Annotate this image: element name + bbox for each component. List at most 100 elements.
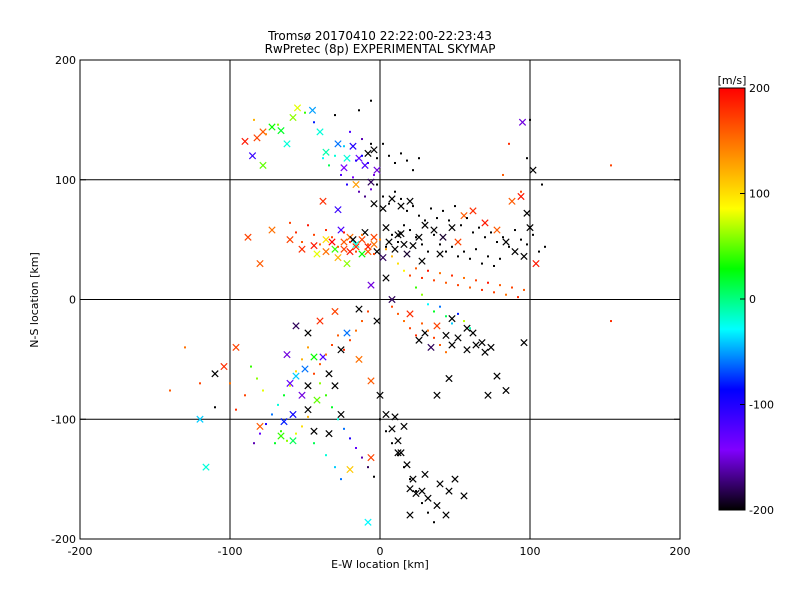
dot-marker xyxy=(385,248,387,251)
cross-marker xyxy=(241,137,249,146)
cross-marker xyxy=(367,281,375,289)
dot-marker xyxy=(184,346,186,349)
cross-marker xyxy=(343,259,351,268)
colorbar-tick-label: 200 xyxy=(749,82,770,95)
dot-marker xyxy=(385,430,387,433)
dot-marker xyxy=(343,145,345,148)
dot-marker xyxy=(391,442,393,445)
cross-marker xyxy=(406,197,414,205)
cross-marker xyxy=(292,372,300,380)
cross-marker xyxy=(379,253,387,262)
dot-marker xyxy=(301,241,303,244)
cross-marker xyxy=(373,166,381,174)
dot-marker xyxy=(289,384,291,387)
cross-marker xyxy=(340,164,348,172)
dot-marker xyxy=(322,157,324,160)
cross-marker xyxy=(286,236,294,244)
cross-marker xyxy=(268,123,276,131)
dot-marker xyxy=(400,197,402,200)
dot-marker xyxy=(349,130,351,133)
dot-marker xyxy=(346,183,348,186)
cross-marker xyxy=(523,209,531,217)
cross-marker xyxy=(325,370,333,378)
dot-marker xyxy=(340,478,342,481)
cross-marker xyxy=(376,391,384,399)
dot-marker xyxy=(475,248,477,251)
cross-marker xyxy=(337,410,345,419)
dot-marker xyxy=(286,439,288,442)
cross-marker xyxy=(406,511,414,519)
dot-marker xyxy=(433,233,435,236)
cross-marker xyxy=(448,224,456,232)
cross-marker xyxy=(268,226,276,234)
dot-marker xyxy=(457,312,459,315)
dot-marker xyxy=(451,245,453,248)
cross-marker xyxy=(493,372,501,380)
cross-marker xyxy=(367,453,375,462)
dot-marker xyxy=(259,432,261,435)
colorbar-tick-label: 0 xyxy=(749,293,756,306)
cross-marker xyxy=(337,346,345,354)
dot-marker xyxy=(289,221,291,224)
dot-marker xyxy=(610,164,612,167)
cross-marker xyxy=(346,465,354,474)
cross-marker xyxy=(418,257,426,265)
cross-marker xyxy=(340,238,348,246)
cross-marker xyxy=(445,487,453,495)
cross-marker xyxy=(520,252,528,261)
dot-marker xyxy=(376,183,378,186)
cross-marker xyxy=(469,329,477,337)
dot-marker xyxy=(472,231,474,234)
dot-marker xyxy=(433,310,435,313)
dot-marker xyxy=(271,413,273,416)
cross-marker xyxy=(436,250,444,258)
cross-marker xyxy=(427,343,435,352)
dot-marker xyxy=(313,442,315,445)
dot-marker xyxy=(319,363,321,366)
dot-marker xyxy=(505,293,507,296)
cross-marker xyxy=(304,406,312,414)
cross-marker xyxy=(308,106,317,114)
cross-marker xyxy=(220,362,228,371)
dot-marker xyxy=(253,118,255,121)
dot-marker xyxy=(397,312,399,315)
dot-marker xyxy=(451,322,453,325)
colorbar-ticks: 200 100 0 -100 -200 xyxy=(740,82,774,517)
cross-marker xyxy=(334,253,342,262)
dot-marker xyxy=(499,257,501,260)
cross-marker xyxy=(340,245,348,253)
cross-marker xyxy=(313,396,321,404)
dot-marker xyxy=(448,219,450,222)
dot-marker xyxy=(469,257,471,260)
dot-marker xyxy=(427,329,429,332)
dot-marker xyxy=(508,142,510,145)
dot-marker xyxy=(436,217,438,220)
cross-marker xyxy=(304,329,312,337)
data-points xyxy=(169,99,612,526)
dot-marker xyxy=(370,142,372,145)
cross-marker xyxy=(211,370,219,378)
cross-marker xyxy=(502,386,510,395)
cross-marker xyxy=(430,226,438,234)
cross-marker xyxy=(319,197,327,205)
cross-marker xyxy=(415,336,423,344)
dot-marker xyxy=(526,157,528,160)
cross-marker xyxy=(289,113,297,122)
chart-subtitle: RwPretec (8p) EXPERIMENTAL SKYMAP xyxy=(265,42,496,56)
dot-marker xyxy=(421,293,423,296)
dot-marker xyxy=(421,322,423,325)
dot-marker xyxy=(463,320,465,323)
dot-marker xyxy=(307,346,309,349)
cross-marker xyxy=(502,238,510,246)
dot-marker xyxy=(313,233,315,236)
dot-marker xyxy=(355,329,357,332)
dot-marker xyxy=(412,169,414,172)
dot-marker xyxy=(235,408,237,411)
dot-marker xyxy=(388,202,390,205)
dot-marker xyxy=(409,478,411,481)
cross-marker xyxy=(442,331,450,340)
dot-marker xyxy=(343,231,345,234)
cross-marker xyxy=(439,233,447,241)
dot-marker xyxy=(418,157,420,160)
cross-marker xyxy=(313,250,321,258)
